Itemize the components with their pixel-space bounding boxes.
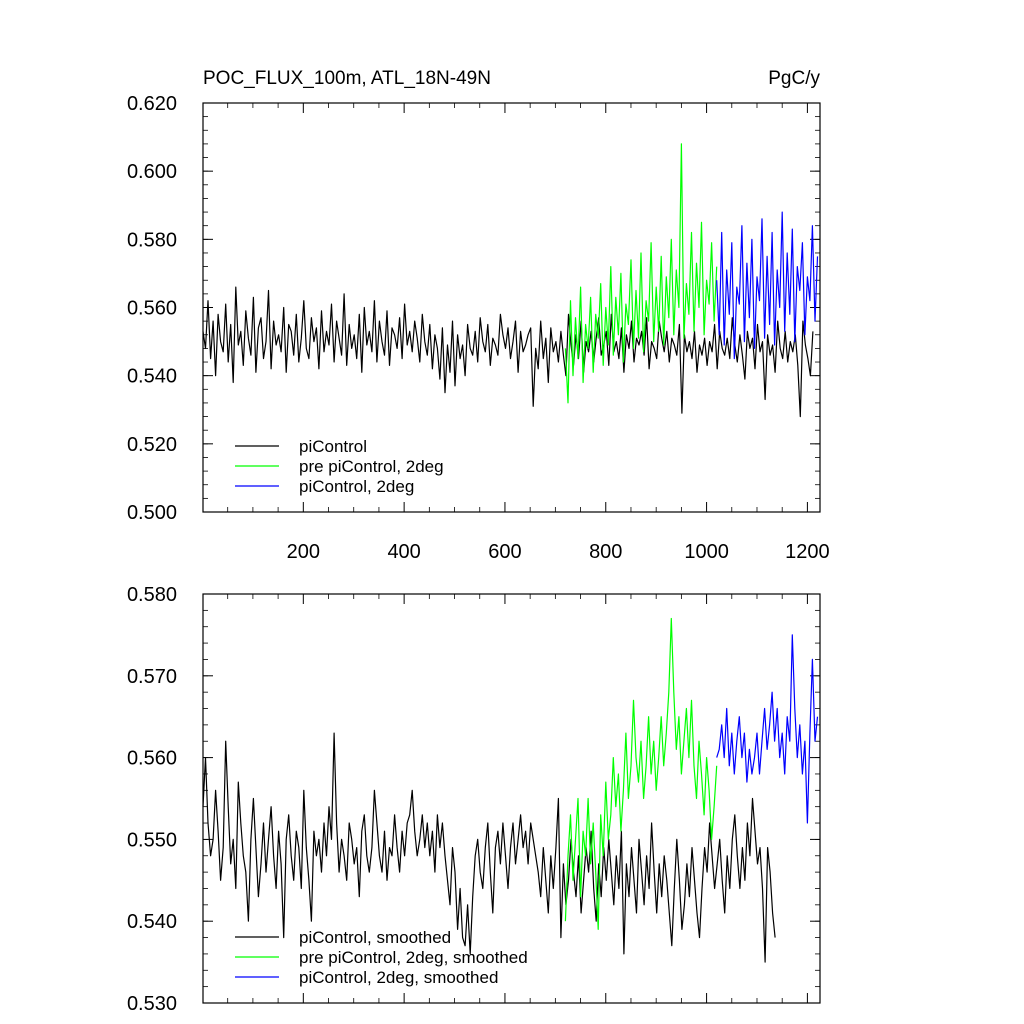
bottom-series-line-2 [716, 634, 819, 824]
bottom-ytick-label: 0.560 [127, 748, 177, 770]
top-series-line-0 [202, 286, 814, 418]
top-series-line-1 [564, 143, 718, 404]
top-xtick-label: 800 [589, 541, 622, 563]
top-series-lines [202, 143, 819, 418]
bottom-legend-label: pre piControl, 2deg, smoothed [299, 948, 528, 967]
top-ytick-label: 0.600 [127, 161, 177, 183]
top-ytick-label: 0.500 [127, 502, 177, 524]
top-ytick-label: 0.520 [127, 434, 177, 456]
top-ytick-label: 0.560 [127, 298, 177, 320]
chart-title: POC_FLUX_100m, ATL_18N-49N [203, 68, 491, 89]
top-ytick-label: 0.540 [127, 366, 177, 388]
top-legend-label: pre piControl, 2deg [299, 457, 444, 476]
bottom-ytick-label: 0.540 [127, 911, 177, 933]
bottom-legend-label: piControl, smoothed [299, 928, 451, 947]
top-xtick-label: 1200 [785, 541, 830, 563]
bottom-series-line-0 [202, 732, 776, 963]
bottom-series-line-1 [564, 617, 718, 931]
top-panel: 0.500 0.520 0.540 0.560 0.580 0.600 0.620 200 40… [127, 93, 830, 563]
top-ytick-label: 0.620 [127, 93, 177, 115]
bottom-ytick-label: 0.570 [127, 666, 177, 688]
bottom-ytick-label: 0.580 [127, 584, 177, 606]
bottom-ytick-label: 0.550 [127, 829, 177, 851]
bottom-legend-label: piControl, 2deg, smoothed [299, 968, 498, 987]
bottom-panel: 0.530 0.540 0.550 0.560 0.570 0.580 piControl… [127, 584, 821, 1015]
top-ytick-label: 0.580 [127, 229, 177, 251]
top-xtick-label: 200 [287, 541, 320, 563]
top-legend-label: piControl [299, 437, 367, 456]
top-xtick-label: 400 [387, 541, 420, 563]
top-xtick-label: 1000 [684, 541, 729, 563]
top-series-line-2 [716, 211, 819, 360]
top-xtick-label: 600 [488, 541, 521, 563]
top-plot-frame [202, 102, 821, 513]
bottom-series-lines [202, 617, 819, 963]
bottom-plot-frame [202, 593, 821, 1004]
chart-units: PgC/y [768, 68, 820, 89]
bottom-axis-ticks: 0.530 0.540 0.550 0.560 0.570 0.580 [127, 584, 820, 1015]
top-axis-ticks: 0.500 0.520 0.540 0.560 0.580 0.600 0.620 200 40… [127, 93, 830, 563]
bottom-ytick-label: 0.530 [127, 993, 177, 1015]
top-legend-label: piControl, 2deg [299, 477, 414, 496]
